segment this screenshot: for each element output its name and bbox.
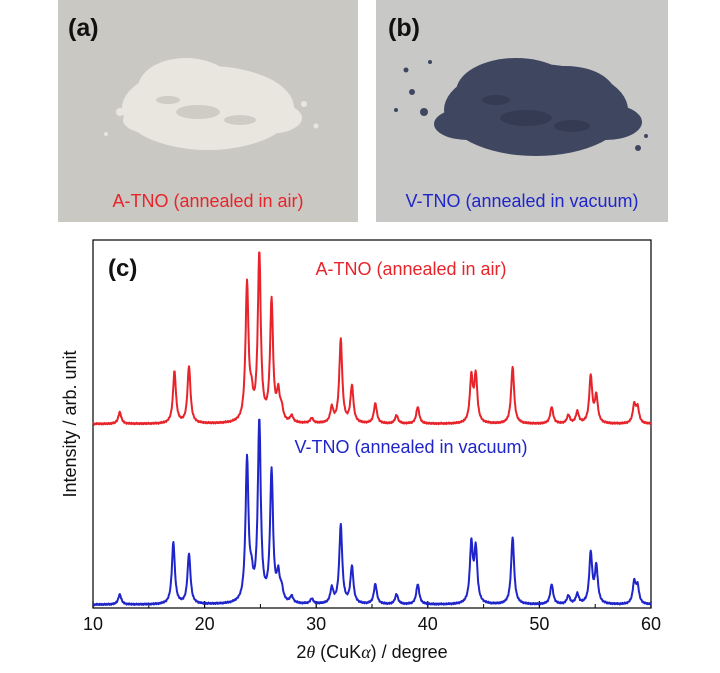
x-axis-label-part: ) / degree (371, 642, 448, 662)
photo-v-tno: (b) V-TNO (annealed in vacuum) (376, 0, 668, 222)
x-tick-label: 10 (83, 614, 103, 634)
photo-a-tno: (a) A-TNO (annealed in air) (58, 0, 358, 222)
x-axis-label-part: 2 (296, 642, 306, 662)
y-axis-label: Intensity / arb. unit (60, 350, 80, 497)
plot-frame (92, 239, 652, 609)
xrd-chart: 10 20 30 40 50 60 A-TNO (annealed in air) V-TN… (0, 228, 720, 673)
x-tick-label: 40 (418, 614, 438, 634)
x-axis-label-part: α (361, 642, 371, 662)
x-tick-label: 50 (529, 614, 549, 634)
x-tick-label: 60 (641, 614, 661, 634)
panel-label-c: (c) (108, 255, 137, 282)
caption-b: V-TNO (annealed in vacuum) (405, 191, 639, 211)
series-label: V-TNO (annealed in vacuum) (294, 437, 527, 457)
series-line (92, 418, 652, 607)
x-axis-label: 2θ (CuKα) / degree (296, 642, 447, 662)
powder-photo-b (376, 0, 668, 222)
xrd-chart-svg: 10 20 30 40 50 60 A-TNO (annealed in air) V-TN… (60, 239, 661, 662)
x-tick-label: 30 (306, 614, 326, 634)
powder-photo-a (58, 0, 358, 222)
caption-a: A-TNO (annealed in air) (112, 191, 304, 211)
panel-label-a: (a) (68, 14, 99, 42)
x-tick-label: 20 (195, 614, 215, 634)
panel-label-b: (b) (388, 14, 420, 42)
x-axis-label-part: θ (306, 642, 315, 662)
x-axis-label-part: (CuK (315, 642, 361, 662)
series-label: A-TNO (annealed in air) (315, 259, 506, 279)
series-line (92, 251, 652, 426)
